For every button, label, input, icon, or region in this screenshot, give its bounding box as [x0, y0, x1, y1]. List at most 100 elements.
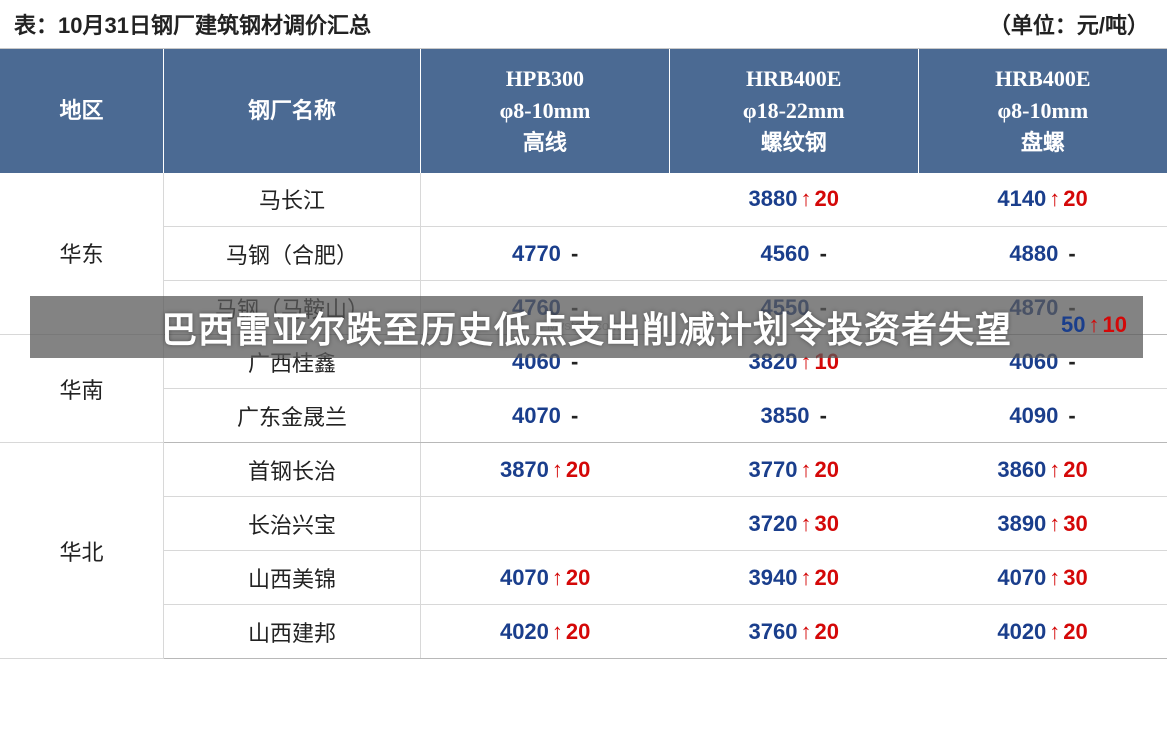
price-delta: 20 [814, 619, 838, 644]
price-cell: 3890↑30 [918, 497, 1167, 551]
table-title-left: 表：10月31日钢厂建筑钢材调价汇总 [14, 8, 371, 40]
table-row: 广东金晟兰4070 -3850 -4090 - [0, 389, 1167, 443]
price-delta: 20 [814, 457, 838, 482]
price-cell: 4880 - [918, 227, 1167, 281]
up-arrow-icon: ↑ [800, 457, 811, 482]
price-value: 4560 [761, 241, 810, 267]
price-value: 3880 [749, 186, 798, 212]
price-cell: 3850 - [669, 389, 918, 443]
col-header-3: HRB400Eφ18-22mm螺纹钢 [669, 49, 918, 173]
price-table-body: 华东马长江3880↑204140↑20马钢（合肥）4770 -4560 -488… [0, 173, 1167, 659]
col-header-4: HRB400Eφ8-10mm盘螺 [918, 49, 1167, 173]
table-title-row: 表：10月31日钢厂建筑钢材调价汇总 （单位：元/吨） [0, 0, 1167, 49]
mill-name: 马长江 [164, 173, 421, 227]
price-value: 4020 [500, 619, 549, 645]
mill-name: 马钢（合肥） [164, 227, 421, 281]
price-value: 3850 [761, 403, 810, 429]
mill-name: 广东金晟兰 [164, 389, 421, 443]
col-header-1: 钢厂名称 [164, 49, 421, 173]
price-cell: 3770↑20 [669, 443, 918, 497]
price-value: 3760 [749, 619, 798, 645]
up-arrow-icon: ↑ [1049, 511, 1060, 536]
price-cell: 4020↑20 [421, 605, 670, 659]
up-arrow-icon: ↑ [1089, 312, 1100, 337]
price-value: 4020 [997, 619, 1046, 645]
price-delta: 20 [1063, 619, 1087, 644]
price-value: 4880 [1009, 241, 1058, 267]
up-arrow-icon: ↑ [1049, 619, 1060, 644]
col-header-2: HPB300φ8-10mm高线 [421, 49, 670, 173]
price-value: 3870 [500, 457, 549, 483]
price-cell: 4770 - [421, 227, 670, 281]
price-cell: 3760↑20 [669, 605, 918, 659]
region-cell: 华北 [0, 443, 164, 659]
news-overlay: 巴西雷亚尔跌至历史低点支出削减计划令投资者失望 [30, 296, 1143, 358]
price-delta: 20 [566, 619, 590, 644]
price-delta: 20 [1063, 186, 1087, 211]
up-arrow-icon: ↑ [800, 186, 811, 211]
mill-name: 山西建邦 [164, 605, 421, 659]
price-cell [421, 497, 670, 551]
price-cell: 4070↑20 [421, 551, 670, 605]
table-row: 华北首钢长治3870↑203770↑203860↑20 [0, 443, 1167, 497]
price-delta: 30 [1063, 565, 1087, 590]
price-cell [421, 173, 670, 227]
dash-icon: - [1062, 241, 1075, 266]
news-overlay-text: 巴西雷亚尔跌至历史低点支出削减计划令投资者失望 [161, 301, 1012, 353]
price-cell: 3880↑20 [669, 173, 918, 227]
price-delta: 20 [814, 565, 838, 590]
price-value: 3770 [749, 457, 798, 483]
price-delta: 30 [814, 511, 838, 536]
overlay-trailing-delta: 50↑10 [1061, 312, 1127, 338]
price-cell: 4140↑20 [918, 173, 1167, 227]
price-cell: 3870↑20 [421, 443, 670, 497]
price-cell: 3860↑20 [918, 443, 1167, 497]
price-value: 4070 [500, 565, 549, 591]
table-row: 山西建邦4020↑203760↑204020↑20 [0, 605, 1167, 659]
up-arrow-icon: ↑ [1049, 186, 1060, 211]
mill-name: 首钢长治 [164, 443, 421, 497]
price-cell: 3720↑30 [669, 497, 918, 551]
price-cell: 3940↑20 [669, 551, 918, 605]
mill-name: 长治兴宝 [164, 497, 421, 551]
up-arrow-icon: ↑ [1049, 457, 1060, 482]
up-arrow-icon: ↑ [1049, 565, 1060, 590]
up-arrow-icon: ↑ [552, 457, 563, 482]
dash-icon: - [813, 403, 826, 428]
price-delta: 20 [814, 186, 838, 211]
price-value: 3860 [997, 457, 1046, 483]
dash-icon: - [565, 241, 578, 266]
dash-icon: - [1062, 403, 1075, 428]
mill-name: 山西美锦 [164, 551, 421, 605]
price-delta: 20 [566, 457, 590, 482]
col-header-0: 地区 [0, 49, 164, 173]
table-row: 华东马长江3880↑204140↑20 [0, 173, 1167, 227]
price-value: 3890 [997, 511, 1046, 537]
price-value: 4090 [1009, 403, 1058, 429]
price-delta: 20 [566, 565, 590, 590]
table-title-right: （单位：元/吨） [989, 8, 1149, 40]
price-delta: 20 [1063, 457, 1087, 482]
up-arrow-icon: ↑ [800, 619, 811, 644]
price-cell: 4560 - [669, 227, 918, 281]
price-value: 4070 [997, 565, 1046, 591]
table-row: 山西美锦4070↑203940↑204070↑30 [0, 551, 1167, 605]
price-value: 3720 [749, 511, 798, 537]
price-cell: 4090 - [918, 389, 1167, 443]
up-arrow-icon: ↑ [552, 565, 563, 590]
dash-icon: - [565, 403, 578, 428]
up-arrow-icon: ↑ [800, 511, 811, 536]
price-table-head: 地区钢厂名称HPB300φ8-10mm高线HRB400Eφ18-22mm螺纹钢H… [0, 49, 1167, 173]
price-value: 3940 [749, 565, 798, 591]
up-arrow-icon: ↑ [552, 619, 563, 644]
price-value: 4070 [512, 403, 561, 429]
price-cell: 4070↑30 [918, 551, 1167, 605]
up-arrow-icon: ↑ [800, 565, 811, 590]
price-value: 4140 [997, 186, 1046, 212]
table-row: 长治兴宝3720↑303890↑30 [0, 497, 1167, 551]
dash-icon: - [813, 241, 826, 266]
table-row: 马钢（合肥）4770 -4560 -4880 - [0, 227, 1167, 281]
price-cell: 4020↑20 [918, 605, 1167, 659]
price-delta: 30 [1063, 511, 1087, 536]
price-cell: 4070 - [421, 389, 670, 443]
